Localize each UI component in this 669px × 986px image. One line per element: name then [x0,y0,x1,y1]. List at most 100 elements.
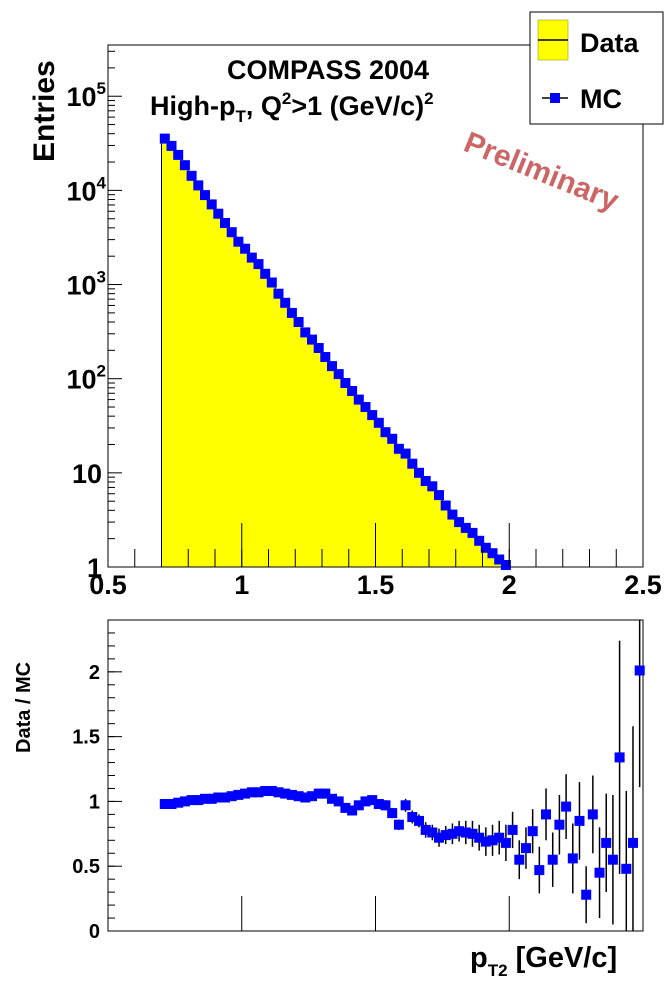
ratio-point [527,826,538,837]
mc-point [206,199,217,210]
ratio-point [347,805,358,816]
legend: Data MC [529,11,664,125]
ratio-point [521,843,531,854]
legend-data-label: Data [580,28,640,58]
mc-point [454,517,465,528]
mc-point [480,542,491,553]
top-y-tick-label: 105 [66,79,106,112]
ratio-point [587,809,598,820]
ratio-point [601,837,612,848]
mc-point [193,180,204,191]
mc-point [347,386,358,396]
mc-point [246,252,257,263]
mc-point [367,410,378,421]
ratio-point [340,802,351,813]
mc-point [494,554,505,565]
ratio-point [621,863,632,874]
ratio-point [246,787,257,798]
mc-point [266,277,277,288]
ratio-point [554,819,565,830]
mc-point [434,490,444,501]
chart-title: COMPASS 2004 [227,55,429,85]
ratio-point [253,787,264,798]
top-x-tick-label: 2.5 [624,570,662,600]
ratio-point [507,824,518,835]
ratio-point [393,819,404,830]
ratio-point [179,796,190,807]
ratio-point [360,796,371,807]
mc-point [474,535,485,546]
ratio-point [454,826,465,837]
bottom-panel: 0 0.5 1 1.5 2 Data / MC pT2 [GeV/c] [13,619,645,980]
bottom-y-axis-label: Data / MC [13,662,35,753]
ratio-point [280,788,291,799]
top-y-axis-label: Entries [28,60,61,162]
mc-point [233,236,244,247]
ratio-point [266,786,277,796]
ratio-point [474,832,485,843]
bottom-plot-frame [107,619,644,932]
ratio-point [373,799,384,809]
ratio-point [420,824,431,835]
mc-point [313,343,324,353]
top-y-tick-label: 103 [66,268,106,301]
mc-point [420,476,431,486]
ratio-point [494,832,505,843]
mc-point [340,378,351,388]
mc-point [320,352,331,362]
legend-mc-label: MC [580,84,622,114]
mc-point [393,443,404,454]
top-y-axis: 1 10 102 103 104 105 [66,50,122,583]
ratio-point [353,800,364,811]
ratio-point [447,828,458,839]
ratio-point [367,795,378,806]
ratio-point [574,815,585,826]
ratio-point [240,788,251,799]
mc-point [414,467,424,478]
ratio-point [173,797,184,808]
mc-point [333,369,344,380]
ratio-point [193,795,204,806]
ratio-point [581,889,592,900]
top-y-tick-label: 10 [72,459,102,489]
mc-point [253,259,264,270]
ratio-point [628,837,638,848]
bottom-y-tick-label: 1 [89,791,100,813]
data-histogram-area [161,138,643,568]
ratio-point [327,793,337,804]
ratio-point [293,791,304,802]
ratio-point [414,815,424,826]
bottom-y-axis: 0 0.5 1 1.5 2 [72,632,122,943]
top-x-tick-label: 2 [502,570,517,600]
mc-point [173,149,184,160]
ratio-point [514,854,525,865]
ratio-point [220,792,230,803]
mc-point [407,458,418,469]
top-x-tick-label: 1 [234,570,249,600]
ratio-point [226,791,237,802]
ratio-point [460,827,471,838]
ratio-point [213,792,224,803]
mc-point [327,361,337,372]
ratio-point [427,827,438,838]
ratio-point [206,793,217,804]
ratio-point [286,789,297,800]
ratio-point [440,830,451,841]
mc-point [427,481,438,492]
ratio-point [547,854,558,865]
mc-point [307,334,317,345]
mc-point [440,500,451,511]
mc-point [226,227,237,238]
ratio-point [400,800,411,811]
mc-point [353,394,364,405]
ratio-point [407,812,418,822]
mc-point [447,509,458,520]
ratio-point [380,800,391,811]
ratio-point [233,789,244,800]
ratio-point [594,867,605,878]
ratio-point [541,809,551,820]
ratio-point [567,853,578,864]
ratio-point [307,791,317,802]
bottom-x-axis [241,896,510,931]
data-histogram [161,138,643,568]
